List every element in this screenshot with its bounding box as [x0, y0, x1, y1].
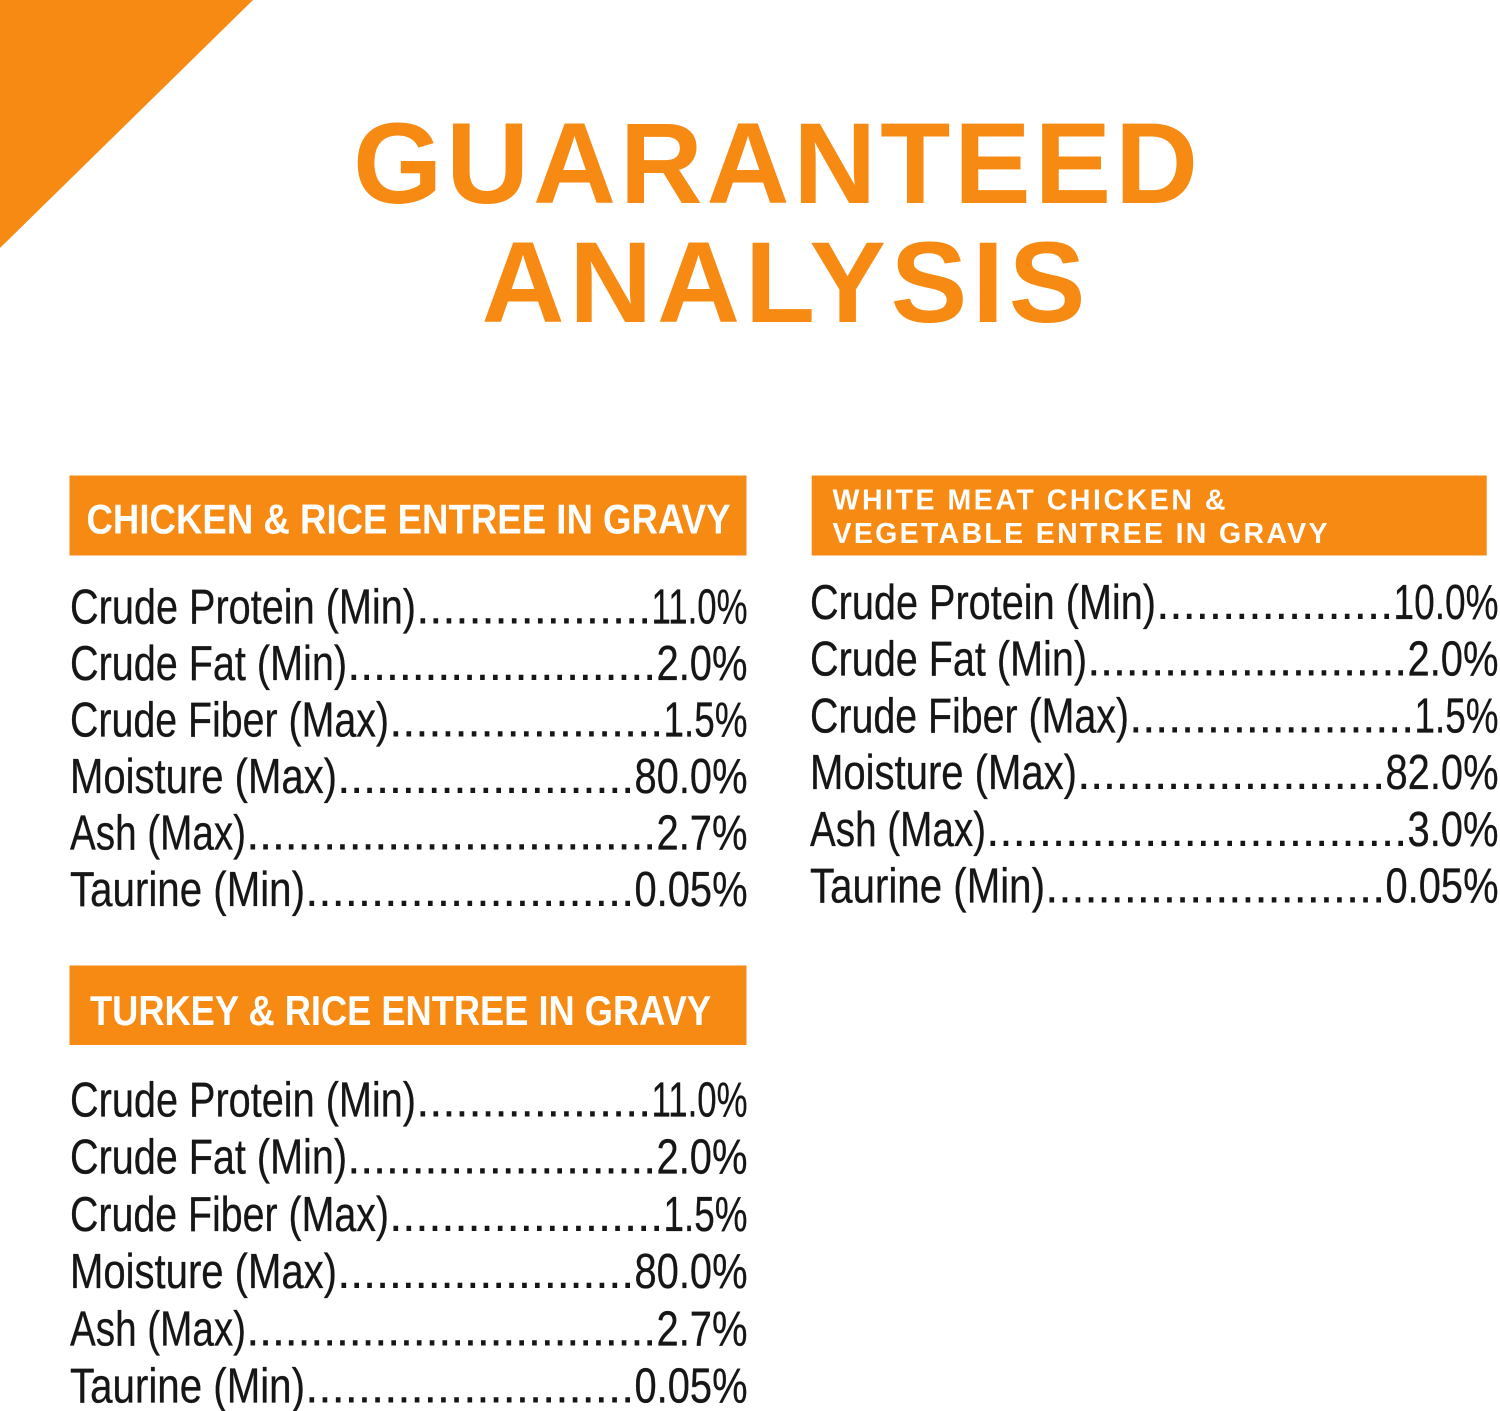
svg-text:0.05%: 0.05%: [635, 1360, 748, 1411]
svg-text:Crude Fiber (Max): Crude Fiber (Max): [70, 694, 389, 748]
svg-text:11.0%: 11.0%: [652, 581, 748, 635]
svg-text:......................: ......................: [1129, 689, 1415, 743]
svg-text:.....................: .....................: [389, 1188, 664, 1242]
svg-text:2.7%: 2.7%: [657, 807, 748, 861]
svg-text:Crude Fat (Min): Crude Fat (Min): [70, 637, 347, 691]
svg-text:2.0%: 2.0%: [657, 1131, 748, 1185]
svg-text:.........................: .........................: [305, 863, 635, 917]
svg-text:.....................: .....................: [389, 694, 664, 748]
svg-text:Crude Fiber (Max): Crude Fiber (Max): [70, 1188, 389, 1242]
svg-text:..........................: ..........................: [1045, 860, 1386, 914]
svg-text:2.7%: 2.7%: [657, 1302, 748, 1356]
svg-text:..................: ..................: [416, 581, 652, 635]
svg-text:..................: ..................: [416, 1074, 652, 1128]
svg-text:10.0%: 10.0%: [1394, 576, 1499, 630]
svg-text:Taurine (Min): Taurine (Min): [70, 1360, 305, 1411]
svg-text:GUARANTEED: GUARANTEED: [353, 100, 1198, 228]
svg-text:Moisture (Max): Moisture (Max): [70, 1245, 337, 1299]
svg-text:Taurine (Min): Taurine (Min): [70, 863, 305, 917]
svg-text:2.0%: 2.0%: [657, 637, 748, 691]
svg-text:11.0%: 11.0%: [652, 1074, 748, 1128]
svg-text:.........................: .........................: [1087, 633, 1408, 687]
svg-text:.......................: .......................: [337, 1245, 635, 1299]
svg-text:Crude Fiber (Max): Crude Fiber (Max): [810, 689, 1129, 743]
svg-text:Crude Protein (Min): Crude Protein (Min): [70, 581, 416, 635]
svg-text:..............................: ................................: [986, 803, 1408, 857]
svg-text:.........................: .........................: [305, 1360, 635, 1411]
svg-text:WHITE MEAT CHICKEN &: WHITE MEAT CHICKEN &: [833, 485, 1226, 517]
svg-text:..............................: ................................: [246, 1302, 657, 1356]
svg-text:Crude Fat (Min): Crude Fat (Min): [70, 1131, 347, 1185]
svg-text:1.5%: 1.5%: [664, 1188, 748, 1242]
svg-text:Ash (Max): Ash (Max): [70, 807, 246, 861]
svg-text:Moisture (Max): Moisture (Max): [810, 746, 1077, 800]
svg-text:80.0%: 80.0%: [635, 1245, 748, 1299]
svg-text:........................: ........................: [347, 637, 657, 691]
svg-text:Taurine (Min): Taurine (Min): [810, 860, 1045, 914]
svg-text:........................: ........................: [347, 1131, 657, 1185]
svg-text:VEGETABLE ENTREE IN GRAVY: VEGETABLE ENTREE IN GRAVY: [833, 518, 1328, 550]
svg-text:Crude Protein (Min): Crude Protein (Min): [810, 576, 1156, 630]
svg-text:CHICKEN & RICE ENTREE IN GRAVY: CHICKEN & RICE ENTREE IN GRAVY: [87, 496, 731, 543]
svg-text:ANALYSIS: ANALYSIS: [482, 219, 1086, 347]
svg-text:Ash (Max): Ash (Max): [70, 1302, 246, 1356]
svg-text:2.0%: 2.0%: [1408, 633, 1499, 687]
svg-text:........................: ........................: [1077, 746, 1386, 800]
svg-text:TURKEY & RICE ENTREE IN GRAVY: TURKEY & RICE ENTREE IN GRAVY: [90, 987, 711, 1034]
svg-text:Moisture (Max): Moisture (Max): [70, 750, 337, 804]
svg-text:1.5%: 1.5%: [1415, 689, 1499, 743]
svg-text:3.0%: 3.0%: [1408, 803, 1499, 857]
svg-text:Crude Protein (Min): Crude Protein (Min): [70, 1074, 416, 1128]
svg-text:.......................: .......................: [337, 750, 635, 804]
svg-text:0.05%: 0.05%: [1386, 860, 1499, 914]
svg-text:Ash (Max): Ash (Max): [810, 803, 986, 857]
svg-text:..................: ..................: [1156, 576, 1394, 630]
svg-text:80.0%: 80.0%: [635, 750, 748, 804]
svg-text:0.05%: 0.05%: [635, 863, 748, 917]
svg-text:1.5%: 1.5%: [664, 694, 748, 748]
svg-text:82.0%: 82.0%: [1386, 746, 1499, 800]
svg-text:Crude Fat (Min): Crude Fat (Min): [810, 633, 1087, 687]
svg-text:..............................: ................................: [246, 807, 657, 861]
